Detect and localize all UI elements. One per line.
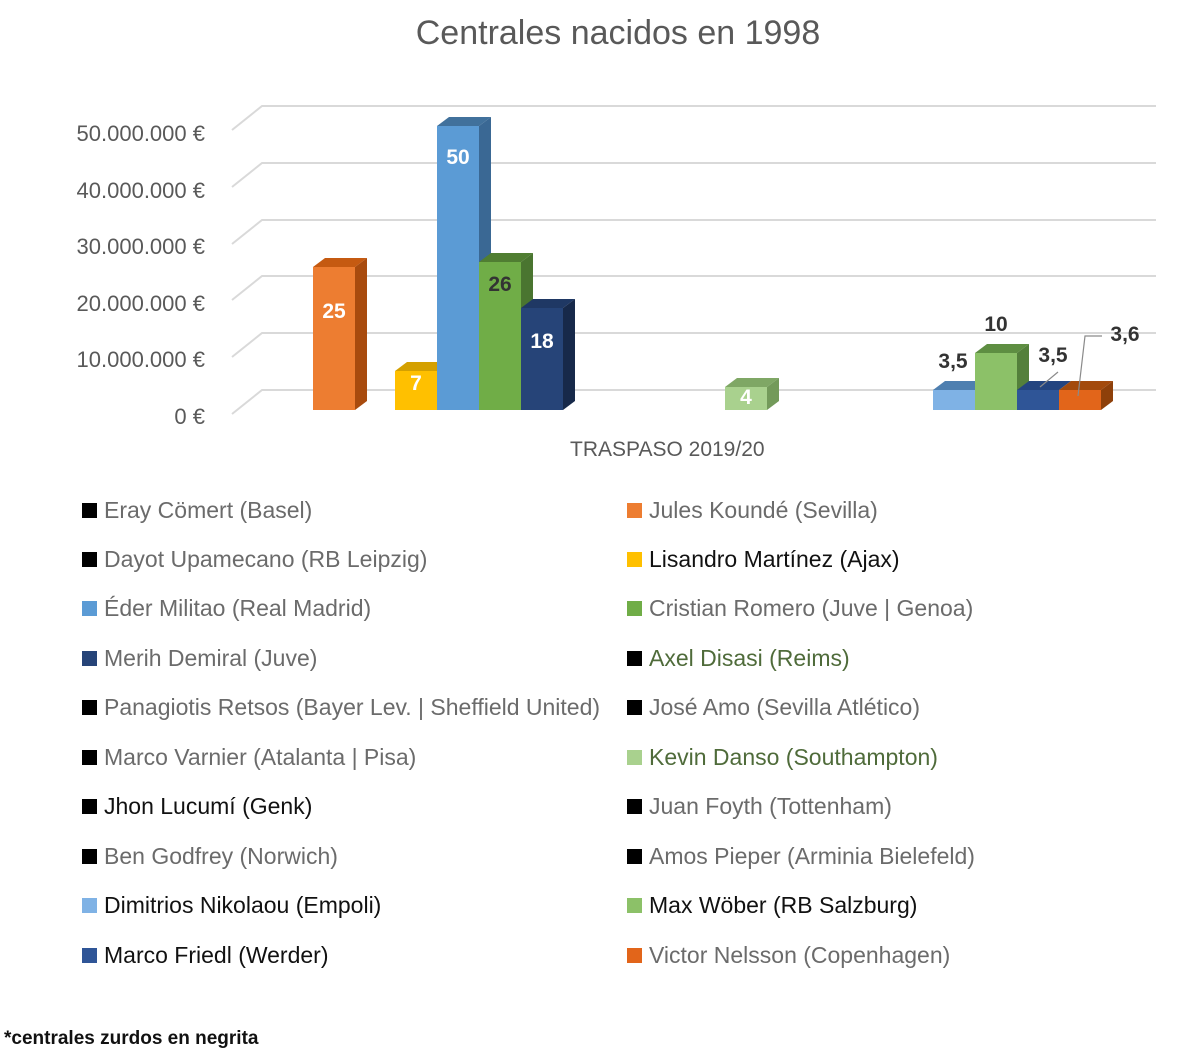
data-label-kounde: 25 (322, 300, 346, 323)
legend-swatch-icon (627, 552, 642, 567)
x-category-label: TRASPASO 2019/20 (570, 438, 765, 461)
bar-nelsson (1059, 381, 1113, 410)
bar-demiral (521, 299, 575, 410)
legend-swatch-icon (627, 700, 642, 715)
y-tick-10m: 10.000.000 € (76, 347, 205, 372)
legend-swatch-icon (82, 898, 97, 913)
legend-item: Cristian Romero (Juve | Genoa) (627, 595, 973, 622)
legend-swatch-icon (82, 552, 97, 567)
legend-swatch-icon (82, 651, 97, 666)
legend-swatch-icon (82, 503, 97, 518)
legend-swatch-icon (627, 849, 642, 864)
legend-item: Ben Godfrey (Norwich) (82, 843, 338, 870)
bar-friedl (1017, 381, 1071, 410)
legend-item: Amos Pieper (Arminia Bielefeld) (627, 843, 975, 870)
footnote: *centrales zurdos en negrita (4, 1028, 259, 1049)
data-label-nikolaou: 3,5 (938, 350, 968, 373)
y-tick-30m: 30.000.000 € (76, 234, 205, 259)
y-tick-40m: 40.000.000 € (76, 178, 205, 203)
legend-item: Marco Friedl (Werder) (82, 942, 329, 969)
legend-item: Jhon Lucumí (Genk) (82, 793, 312, 820)
legend-swatch-icon (627, 750, 642, 765)
legend-item: Éder Militao (Real Madrid) (82, 595, 371, 622)
legend-swatch-icon (82, 750, 97, 765)
chart-plot-area (231, 105, 1156, 415)
data-label-martinez: 7 (410, 372, 422, 395)
legend-item: Merih Demiral (Juve) (82, 645, 317, 672)
data-label-wober: 10 (984, 313, 1008, 336)
legend-swatch-icon (82, 799, 97, 814)
data-label-nelsson: 3,6 (1110, 323, 1140, 346)
legend-item: Eray Cömert (Basel) (82, 497, 312, 524)
bar-kounde (313, 258, 367, 410)
legend-item: Max Wöber (RB Salzburg) (627, 892, 917, 919)
legend-swatch-icon (82, 601, 97, 616)
y-tick-0: 0 € (174, 404, 205, 429)
data-label-militao: 50 (446, 146, 470, 169)
data-label-friedl: 3,5 (1038, 344, 1068, 367)
gridlines (231, 105, 1156, 415)
legend-item: Kevin Danso (Southampton) (627, 744, 938, 771)
leader-lines (1039, 335, 1102, 397)
legend-item: Juan Foyth (Tottenham) (627, 793, 892, 820)
legend-swatch-icon (627, 948, 642, 963)
legend-swatch-icon (627, 898, 642, 913)
legend-item: Dayot Upamecano (RB Leipzig) (82, 546, 427, 573)
legend-swatch-icon (82, 700, 97, 715)
legend-item: José Amo (Sevilla Atlético) (627, 694, 920, 721)
bar-nikolaou (933, 381, 987, 410)
bar-danso (725, 378, 779, 410)
y-tick-50m: 50.000.000 € (76, 121, 205, 146)
chart-title: Centrales nacidos en 1998 (415, 14, 821, 52)
data-label-danso: 4 (740, 386, 752, 409)
legend-item: Marco Varnier (Atalanta | Pisa) (82, 744, 416, 771)
legend-item: Victor Nelsson (Copenhagen) (627, 942, 950, 969)
y-tick-20m: 20.000.000 € (76, 291, 205, 316)
bar-martinez (395, 362, 449, 410)
legend-item: Panagiotis Retsos (Bayer Lev. | Sheffiel… (82, 694, 600, 721)
data-label-demiral: 18 (530, 330, 554, 353)
legend-swatch-icon (82, 849, 97, 864)
legend-swatch-icon (627, 503, 642, 518)
legend-item: Lisandro Martínez (Ajax) (627, 546, 900, 573)
legend-swatch-icon (627, 799, 642, 814)
legend-swatch-icon (82, 948, 97, 963)
legend-item: Jules Koundé (Sevilla) (627, 497, 878, 524)
data-label-romero: 26 (488, 273, 512, 296)
legend-swatch-icon (627, 601, 642, 616)
legend-item: Dimitrios Nikolaou (Empoli) (82, 892, 381, 919)
legend-item: Axel Disasi (Reims) (627, 645, 850, 672)
legend-swatch-icon (627, 651, 642, 666)
